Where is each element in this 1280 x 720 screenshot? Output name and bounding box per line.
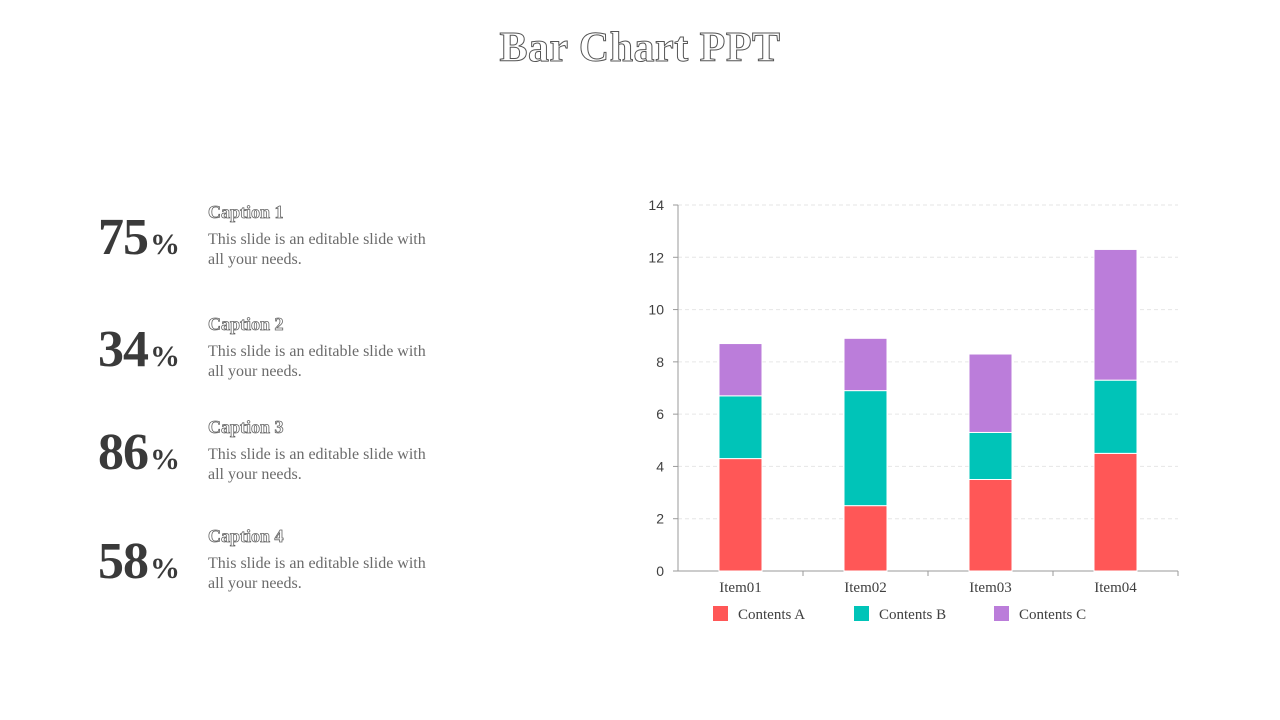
legend-swatch	[713, 606, 728, 621]
stat-caption: Caption 4	[208, 526, 284, 547]
stat-percent: 34%	[98, 321, 180, 378]
x-tick-label: Item04	[1094, 580, 1137, 596]
bar-segment	[718, 458, 763, 572]
y-tick-label: 2	[656, 511, 664, 527]
legend-label: Contents A	[738, 607, 805, 623]
stat-block-3: 86% Caption 3 This slide is an editable …	[98, 417, 458, 507]
stat-caption: Caption 3	[208, 417, 284, 438]
bar-segment	[718, 395, 763, 460]
bar-segment	[843, 337, 888, 392]
bar-segment	[718, 343, 763, 397]
y-tick-label: 12	[648, 249, 664, 265]
y-tick-label: 0	[656, 563, 664, 579]
stat-description: This slide is an editable slide with all…	[208, 555, 426, 592]
bar-segment	[843, 505, 888, 572]
bar-segment	[1093, 379, 1138, 454]
legend-swatch	[854, 606, 869, 621]
y-tick-label: 8	[656, 354, 664, 370]
y-tick-label: 6	[656, 406, 664, 422]
stat-caption: Caption 2	[208, 314, 284, 335]
stat-description: This slide is an editable slide with all…	[208, 446, 426, 483]
y-tick-label: 4	[656, 458, 664, 474]
stat-description: This slide is an editable slide with all…	[208, 231, 426, 268]
stat-description: This slide is an editable slide with all…	[208, 343, 426, 380]
y-tick-label: 10	[648, 302, 664, 318]
x-tick-label: Item02	[844, 580, 887, 596]
stat-block-2: 34% Caption 2 This slide is an editable …	[98, 314, 458, 404]
bar-segment	[968, 353, 1013, 433]
x-tick-label: Item03	[969, 580, 1012, 596]
bar-segment	[1093, 248, 1138, 381]
stat-percent: 58%	[98, 533, 180, 590]
bar-segment	[968, 479, 1013, 572]
bar-segment	[968, 431, 1013, 481]
legend-label: Contents B	[879, 607, 946, 623]
stat-percent: 86%	[98, 424, 180, 481]
slide-title: Bar Chart PPT	[499, 25, 781, 72]
stat-caption: Caption 1	[208, 202, 284, 223]
y-tick-label: 14	[648, 197, 664, 213]
stat-block-4: 58% Caption 4 This slide is an editable …	[98, 526, 458, 616]
stat-block-1: 75% Caption 1 This slide is an editable …	[98, 202, 458, 292]
bar-segment	[1093, 452, 1138, 572]
legend-label: Contents C	[1019, 607, 1086, 623]
bar-segment	[843, 390, 888, 507]
legend-swatch	[994, 606, 1009, 621]
stat-percent: 75%	[98, 209, 180, 266]
x-tick-label: Item01	[719, 580, 762, 596]
